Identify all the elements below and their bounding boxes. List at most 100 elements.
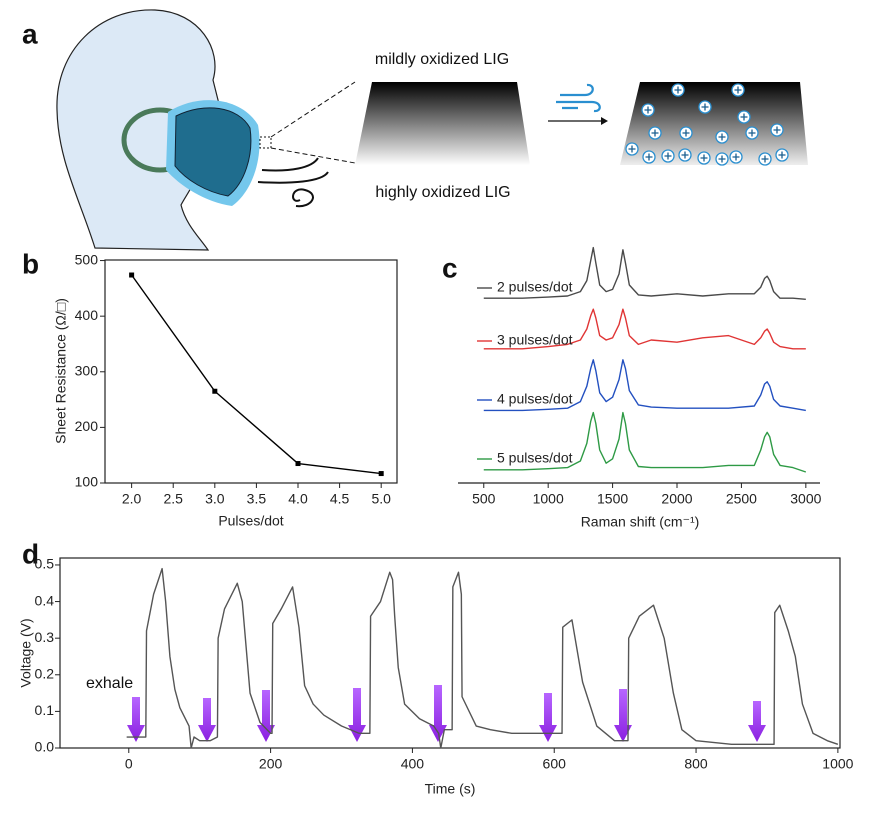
y-axis-label: Sheet Resistance (Ω/□) bbox=[53, 298, 69, 444]
legend-label: 2 pulses/dot bbox=[497, 279, 573, 295]
film-bottom-label: highly oxidized LIG bbox=[375, 184, 510, 201]
data-marker bbox=[129, 272, 135, 278]
spectrum-line bbox=[483, 308, 806, 350]
exhale-arrows bbox=[127, 685, 766, 742]
y-tick-label: 200 bbox=[75, 418, 99, 434]
data-line bbox=[131, 274, 382, 475]
annotation: exhale bbox=[86, 675, 133, 692]
y-tick-label: 400 bbox=[75, 307, 99, 323]
ion-plus bbox=[700, 154, 708, 162]
data-marker bbox=[378, 471, 384, 477]
ion-plus bbox=[682, 129, 690, 137]
x-tick-label: 5.0 bbox=[371, 491, 391, 507]
exhale-arrow bbox=[429, 685, 447, 742]
x-axis-label: Pulses/dot bbox=[218, 513, 283, 529]
exhale-arrow bbox=[348, 688, 366, 742]
ion-plus bbox=[748, 129, 756, 137]
exhale-arrow bbox=[748, 701, 766, 742]
ion-plus bbox=[734, 86, 742, 94]
ion-plus bbox=[773, 126, 781, 134]
x-tick-label: 1500 bbox=[597, 491, 628, 507]
x-tick-label: 2000 bbox=[661, 491, 692, 507]
y-tick-label: 0.0 bbox=[35, 739, 55, 755]
ion-plus bbox=[718, 155, 726, 163]
x-tick-label: 200 bbox=[259, 756, 283, 772]
legend-label: 4 pulses/dot bbox=[497, 391, 573, 407]
y-tick-label: 0.3 bbox=[35, 629, 55, 645]
ion-plus bbox=[645, 153, 653, 161]
ion-plus bbox=[681, 151, 689, 159]
plot-frame bbox=[104, 259, 398, 484]
x-tick-label: 4.5 bbox=[330, 491, 350, 507]
ions bbox=[625, 83, 789, 166]
x-tick-label: 3000 bbox=[790, 491, 821, 507]
x-tick-label: 4.0 bbox=[288, 491, 308, 507]
mask-inner bbox=[174, 107, 252, 197]
ion-plus bbox=[778, 151, 786, 159]
x-tick-label: 2500 bbox=[726, 491, 757, 507]
panel-label: c bbox=[442, 252, 458, 283]
breath bbox=[257, 157, 329, 208]
exhale-arrow bbox=[257, 690, 275, 742]
ion-plus bbox=[761, 155, 769, 163]
zoom-line bbox=[270, 81, 356, 138]
y-tick-label: 300 bbox=[75, 362, 99, 378]
spectrum-line bbox=[483, 246, 806, 300]
y-tick-label: 500 bbox=[75, 251, 99, 267]
zoom-line bbox=[270, 147, 356, 164]
ion-plus bbox=[701, 103, 709, 111]
panel-label: d bbox=[22, 538, 39, 569]
x-tick-label: 600 bbox=[543, 756, 567, 772]
y-tick-label: 0.1 bbox=[35, 702, 55, 718]
x-tick-label: 1000 bbox=[822, 756, 853, 772]
head bbox=[56, 9, 220, 251]
x-tick-label: 1000 bbox=[533, 491, 564, 507]
data-line bbox=[126, 567, 839, 749]
x-tick-label: 800 bbox=[684, 756, 708, 772]
x-tick-label: 3.0 bbox=[205, 491, 225, 507]
legend-label: 5 pulses/dot bbox=[497, 450, 573, 466]
panel-label: b bbox=[22, 248, 39, 279]
x-tick-label: 3.5 bbox=[247, 491, 267, 507]
panel-label: a bbox=[22, 18, 38, 49]
exhale-arrow bbox=[198, 698, 216, 742]
x-tick-label: 2.5 bbox=[163, 491, 183, 507]
panel-a-illustration bbox=[56, 9, 808, 251]
ion-plus bbox=[644, 106, 652, 114]
x-tick-label: 0 bbox=[125, 756, 133, 772]
data-marker bbox=[212, 388, 218, 394]
zoom-box bbox=[259, 136, 272, 149]
data-marker bbox=[295, 461, 301, 467]
process-arrow-head bbox=[601, 117, 608, 125]
spectrum-line bbox=[483, 359, 806, 412]
y-axis-label: Voltage (V) bbox=[18, 618, 34, 687]
plot-frame bbox=[59, 557, 841, 749]
wind-icon bbox=[556, 83, 601, 113]
x-tick-label: 2.0 bbox=[122, 491, 142, 507]
x-axis-label: Time (s) bbox=[425, 781, 476, 797]
ion-plus bbox=[732, 153, 740, 161]
x-axis-label: Raman shift (cm⁻¹) bbox=[581, 514, 700, 530]
x-tick-label: 400 bbox=[401, 756, 425, 772]
ion-plus bbox=[628, 145, 636, 153]
ion-plus bbox=[740, 113, 748, 121]
legend-label: 3 pulses/dot bbox=[497, 332, 573, 348]
exhale-arrow bbox=[539, 693, 557, 742]
y-tick-label: 0.2 bbox=[35, 665, 55, 681]
y-tick-label: 100 bbox=[75, 474, 99, 490]
film-top-label: mildly oxidized LIG bbox=[375, 51, 509, 68]
ion-plus bbox=[674, 86, 682, 94]
exhale-arrow bbox=[614, 689, 632, 742]
ion-plus bbox=[664, 152, 672, 160]
y-tick-label: 0.4 bbox=[35, 592, 55, 608]
spectrum-line bbox=[483, 411, 807, 473]
y-tick-label: 0.5 bbox=[35, 556, 55, 572]
lig-film bbox=[355, 82, 530, 165]
x-tick-label: 500 bbox=[472, 491, 496, 507]
ion-plus bbox=[651, 129, 659, 137]
exhale-arrow bbox=[127, 697, 145, 742]
ion-plus bbox=[718, 133, 726, 141]
lig-film-charged bbox=[620, 82, 808, 165]
